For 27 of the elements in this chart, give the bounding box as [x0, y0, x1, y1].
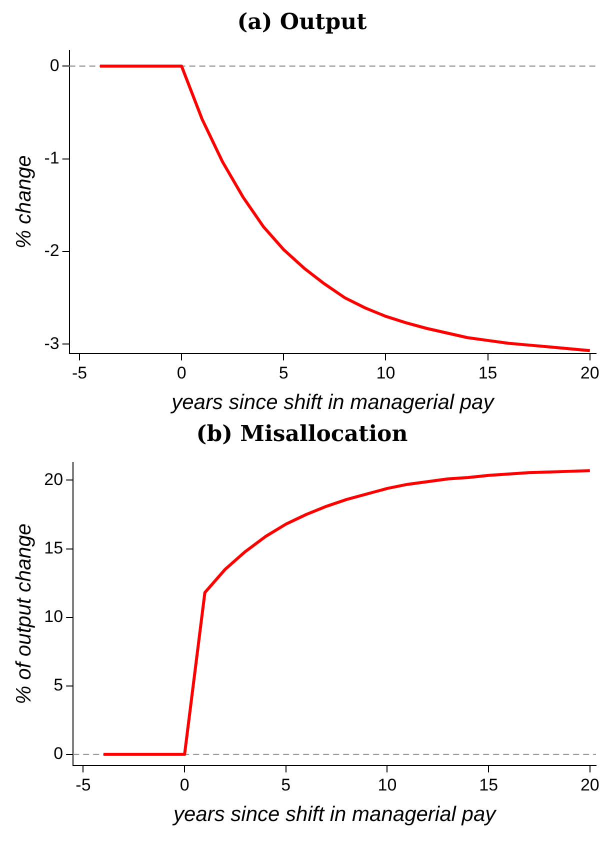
x-tick-label: 5: [278, 363, 288, 382]
x-tick-label: -5: [72, 363, 88, 382]
y-axis-title: % of output change: [12, 523, 36, 704]
y-axis-title: % change: [12, 155, 36, 249]
y-tick-label: 0: [50, 56, 60, 75]
chart-title: (a) Output: [237, 8, 368, 35]
x-tick-label: 0: [180, 775, 190, 794]
y-tick-label: 5: [54, 676, 64, 695]
x-tick-label: -5: [76, 775, 91, 794]
x-tick-label: 20: [580, 775, 600, 794]
x-tick-label: 15: [478, 363, 498, 382]
x-axis-title: years since shift in managerial pay: [170, 391, 496, 414]
chart-title: (b) Misallocation: [196, 420, 408, 447]
x-axis-title: years since shift in managerial pay: [171, 803, 498, 826]
x-tick-label: 10: [378, 775, 397, 794]
y-tick-label: -1: [44, 148, 60, 168]
x-tick-label: 15: [479, 775, 498, 794]
y-tick-label: 10: [44, 607, 64, 626]
y-tick-label: 20: [44, 470, 64, 489]
x-tick-label: 20: [580, 363, 600, 382]
y-tick-label: 15: [44, 538, 64, 558]
x-tick-label: 10: [376, 363, 396, 382]
y-tick-label: 0: [54, 744, 64, 764]
y-tick-label: -3: [44, 334, 60, 353]
x-tick-label: 0: [176, 363, 186, 382]
x-tick-label: 5: [281, 775, 291, 794]
y-tick-label: -2: [44, 241, 60, 260]
